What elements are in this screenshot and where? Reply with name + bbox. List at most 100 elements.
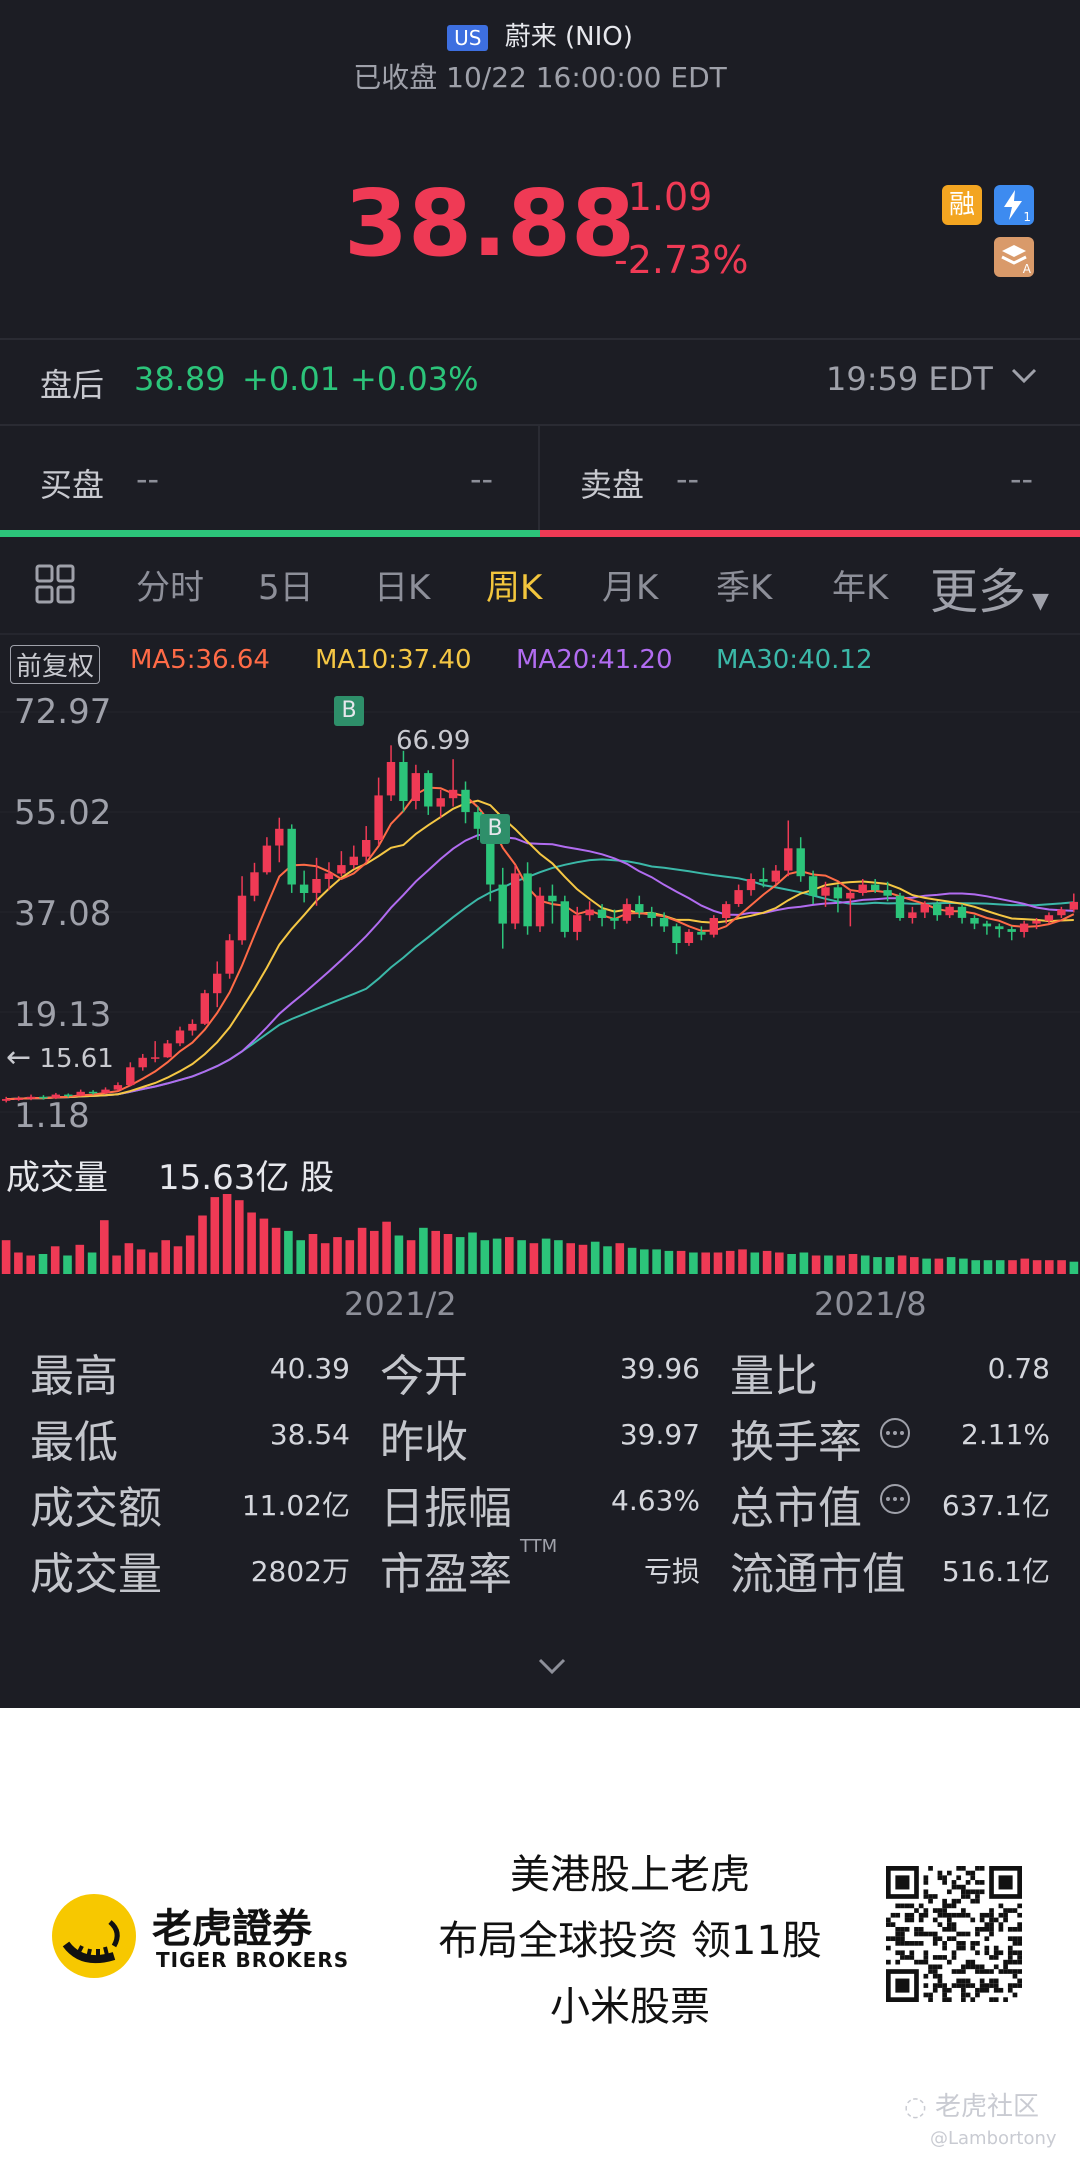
candle[interactable] (734, 884, 743, 907)
candle[interactable] (312, 857, 321, 906)
candle[interactable] (1019, 920, 1029, 938)
candle[interactable] (746, 873, 756, 896)
candle[interactable] (237, 876, 247, 945)
tab-weekly-k[interactable]: 周K (486, 568, 543, 608)
buy-marker[interactable]: B (334, 696, 364, 726)
tab-5day[interactable]: 5日 (258, 568, 314, 608)
candle[interactable] (846, 890, 855, 927)
candle[interactable] (163, 1040, 172, 1058)
candle[interactable] (709, 915, 718, 938)
tab-quarterly-k[interactable]: 季K (716, 568, 773, 608)
candle[interactable] (759, 867, 768, 888)
candle[interactable] (337, 851, 346, 877)
candle[interactable] (597, 904, 607, 927)
education-icon[interactable]: A (994, 237, 1034, 277)
candle[interactable] (498, 867, 507, 949)
candle[interactable] (76, 1089, 85, 1097)
candle[interactable] (722, 901, 731, 924)
candle[interactable] (64, 1093, 73, 1098)
candle[interactable] (871, 878, 880, 893)
flash-trade-icon[interactable]: 1 (994, 185, 1034, 225)
candle[interactable] (399, 750, 408, 813)
candle[interactable] (349, 845, 358, 869)
candle[interactable] (448, 759, 458, 807)
candle[interactable] (535, 887, 545, 932)
buy-marker-2[interactable]: B (480, 814, 510, 844)
candle[interactable] (610, 909, 619, 930)
candle[interactable] (883, 881, 892, 902)
candle[interactable] (275, 817, 284, 863)
candle[interactable] (523, 862, 532, 935)
candle[interactable] (188, 1019, 197, 1036)
candle[interactable] (920, 901, 929, 918)
candle[interactable] (784, 820, 793, 877)
grid-layout-icon[interactable] (34, 563, 76, 609)
info-dots-icon[interactable] (878, 1482, 912, 1520)
candle[interactable] (647, 906, 656, 927)
candle[interactable] (1057, 906, 1066, 918)
candle[interactable] (560, 895, 569, 938)
qr-code-icon[interactable] (886, 1866, 1022, 2002)
candle[interactable] (138, 1053, 147, 1071)
after-hours-row[interactable]: 盘后 38.89 +0.01 +0.03% 19:59 EDT (0, 340, 1080, 424)
candle[interactable] (126, 1062, 135, 1087)
candle[interactable] (175, 1026, 185, 1047)
candle[interactable] (14, 1096, 23, 1101)
tab-intraday[interactable]: 分时 (136, 568, 204, 608)
candle[interactable] (473, 806, 483, 840)
candle[interactable] (2, 1096, 11, 1103)
candle[interactable] (808, 870, 818, 905)
candle[interactable] (324, 862, 334, 891)
more-button[interactable]: 更多 ▼ (930, 564, 1049, 620)
candle[interactable] (659, 912, 669, 932)
candle[interactable] (424, 770, 433, 815)
candle[interactable] (225, 934, 234, 979)
candle[interactable] (51, 1092, 60, 1100)
candle[interactable] (585, 901, 594, 921)
tab-yearly-k[interactable]: 年K (832, 568, 889, 608)
candle[interactable] (101, 1087, 110, 1095)
candle[interactable] (287, 824, 296, 893)
candle[interactable] (1069, 893, 1078, 913)
candle[interactable] (436, 789, 445, 818)
candle[interactable] (858, 878, 867, 896)
candle[interactable] (982, 920, 992, 935)
candle[interactable] (796, 837, 805, 882)
candle[interactable] (26, 1094, 36, 1101)
candle[interactable] (374, 777, 383, 846)
candle[interactable] (362, 826, 371, 863)
candle[interactable] (684, 929, 694, 946)
candlestick-chart[interactable] (0, 690, 1080, 1130)
candle[interactable] (833, 884, 843, 913)
expand-chevron-icon[interactable] (535, 1655, 569, 1681)
candle[interactable] (200, 989, 209, 1025)
stock-title-row[interactable]: US 蔚来 (NIO) (0, 16, 1080, 53)
candle[interactable] (461, 781, 470, 824)
margin-badge-icon[interactable]: 融 (942, 185, 982, 225)
chevron-down-icon[interactable] (1010, 366, 1038, 390)
candle[interactable] (933, 901, 942, 921)
candle[interactable] (622, 898, 632, 924)
candle[interactable] (573, 906, 582, 941)
candle[interactable] (511, 865, 520, 930)
candle[interactable] (262, 837, 272, 875)
candle[interactable] (1044, 912, 1054, 924)
tab-monthly-k[interactable]: 月K (602, 568, 659, 608)
candle[interactable] (672, 923, 681, 955)
candle[interactable] (970, 915, 979, 930)
candle[interactable] (945, 904, 954, 918)
candle[interactable] (957, 904, 967, 924)
candle[interactable] (821, 881, 830, 907)
candle[interactable] (1032, 917, 1041, 930)
candle[interactable] (995, 923, 1004, 938)
candle[interactable] (411, 764, 420, 810)
candle[interactable] (697, 926, 706, 941)
candle[interactable] (39, 1095, 48, 1100)
candle[interactable] (635, 895, 644, 918)
candle[interactable] (386, 745, 396, 801)
candle[interactable] (113, 1082, 123, 1091)
candle[interactable] (908, 906, 917, 924)
candle[interactable] (151, 1041, 160, 1063)
info-dots-icon[interactable] (878, 1416, 912, 1454)
price-adjust-toggle[interactable]: 前复权 (10, 645, 101, 684)
